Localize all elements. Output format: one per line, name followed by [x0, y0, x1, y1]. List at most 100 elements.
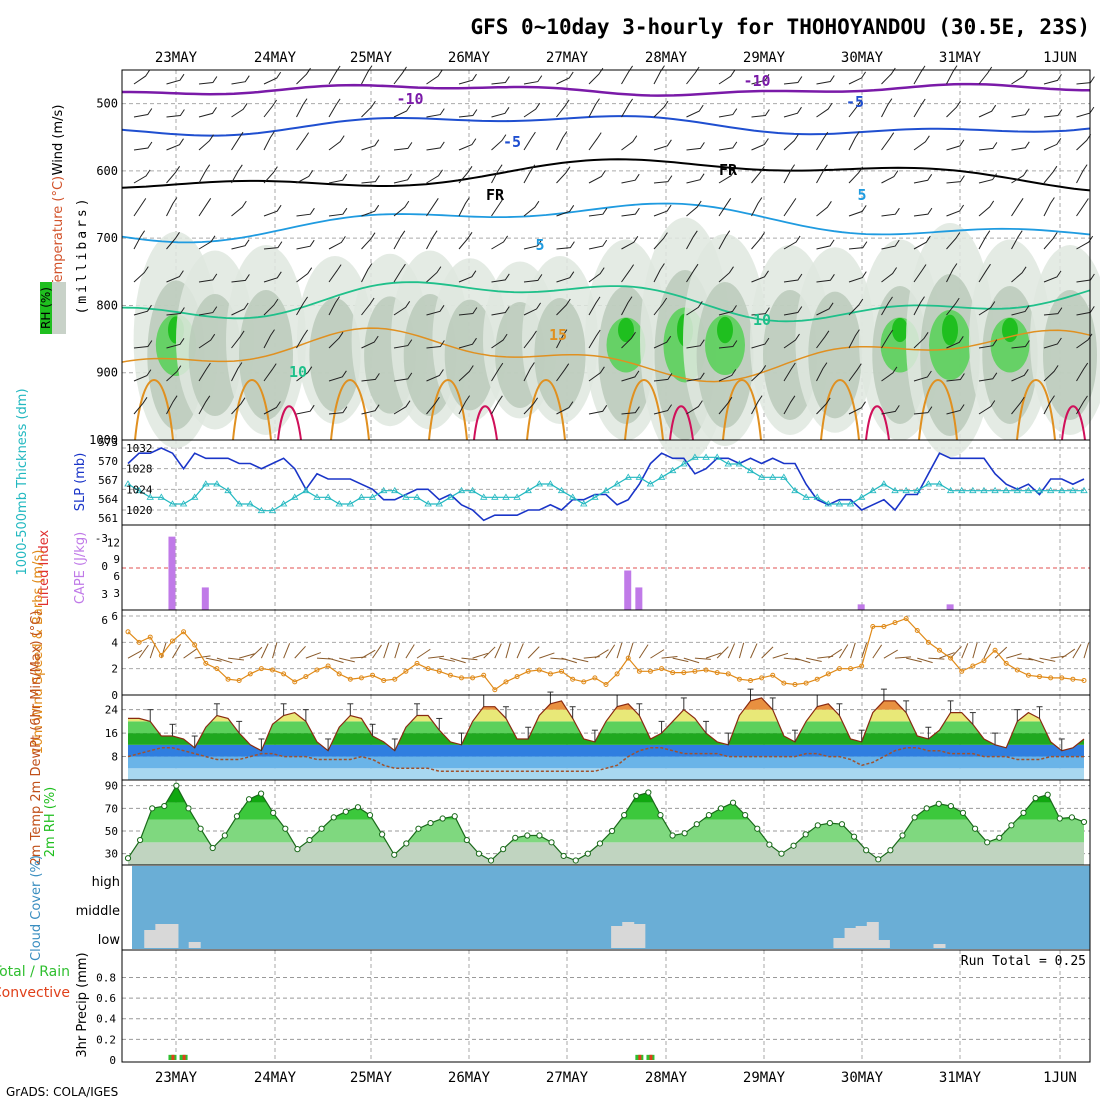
wind-barb [361, 65, 373, 85]
temp-contour [121, 202, 1091, 244]
wind10-barb [1006, 653, 1022, 659]
wind10-point [325, 663, 331, 669]
wind-barb [588, 132, 602, 151]
wind-barb [588, 207, 608, 217]
wind-barb [426, 141, 445, 151]
rh-point [693, 821, 700, 828]
low-cloud-bar [188, 942, 201, 948]
rh-point [149, 805, 156, 812]
wind-barb [133, 108, 153, 118]
temp-band [128, 709, 1084, 722]
rh-point [802, 831, 809, 838]
wind10-point [681, 670, 687, 676]
rh-point [1032, 795, 1039, 802]
wind10-point [603, 681, 609, 687]
contour-label: 10 [753, 311, 771, 329]
footer-credit: GrADS: COLA/IGES [6, 1085, 118, 1099]
rh-point [427, 819, 434, 827]
li-tick: 3 [101, 588, 108, 601]
rh-point [766, 841, 773, 848]
temp-contour-warm [473, 405, 498, 441]
rh-point [875, 856, 882, 863]
li-tick: -3 [95, 532, 108, 545]
date-label-top: 26MAY [448, 50, 491, 66]
rh-point [1080, 818, 1088, 826]
contour-label: FR [486, 186, 505, 204]
wind10-point [814, 676, 820, 682]
wind-barb [296, 207, 315, 217]
wind-barb [588, 267, 605, 283]
wind10-barb [305, 652, 322, 659]
rh-point [161, 802, 168, 810]
wind10-barb [294, 645, 306, 659]
wind-barb [621, 236, 639, 250]
wind-barb [263, 71, 282, 85]
rh-point [173, 782, 180, 789]
thickness-point [502, 493, 510, 500]
temp-contour-low [330, 379, 370, 441]
wind10-barb [539, 652, 555, 659]
rh-point [366, 812, 374, 819]
wind-barb [458, 197, 470, 217]
thickness-point [324, 493, 332, 500]
rh-shade-mid [1043, 290, 1097, 420]
wind10-point [992, 647, 998, 653]
wind10-point [192, 642, 198, 648]
temp-tick: 8 [111, 751, 118, 764]
precip-conv-bar [171, 1054, 175, 1060]
wind10-point [370, 672, 376, 678]
low-cloud-bar [866, 922, 879, 948]
wind10-point [1081, 678, 1087, 684]
wind-barb [686, 400, 703, 415]
rh-point [742, 812, 749, 819]
wind-barb [848, 99, 862, 118]
wind-barb [978, 339, 998, 349]
wind-barb [783, 273, 803, 283]
wind-barb [783, 306, 803, 316]
wind-barb [1076, 198, 1089, 217]
wind-barb [166, 365, 182, 382]
wind-barb [556, 329, 568, 349]
wind-barb [393, 66, 407, 85]
temp-contour-low [428, 379, 468, 441]
wind10-barb [928, 657, 945, 660]
wind-barb [816, 362, 828, 382]
wind-barb [751, 109, 770, 118]
rh-point [294, 846, 301, 853]
wind-barb [328, 331, 344, 349]
wind-barb [718, 169, 736, 184]
wind-barb [783, 235, 801, 250]
wind-barb [1043, 109, 1063, 118]
wind10-point [803, 680, 809, 686]
thickness-point [357, 493, 366, 500]
wind-barb [621, 135, 638, 151]
rh-point [137, 836, 144, 844]
wind-barb [621, 65, 634, 85]
wind-barb [751, 138, 769, 151]
wind-barb [881, 366, 898, 382]
labels: 23MAY 23MAY 24MAY 24MAY 25MAY 25MAY 26MAY 26MAY… [76, 50, 1077, 1086]
wind10-barb [527, 646, 540, 659]
rh-point [197, 825, 204, 832]
wind-barb [816, 397, 831, 415]
wind10-point [792, 681, 798, 687]
date-label-bottom: 1JUN [1043, 1070, 1077, 1086]
wind10-point [136, 639, 142, 645]
date-label-top: 27MAY [546, 50, 589, 66]
rh-point [342, 808, 349, 815]
wind10-barb [861, 642, 868, 659]
wind-barb [263, 99, 278, 118]
rh-point [306, 836, 313, 844]
wind10-barb [594, 649, 609, 659]
wind10-barb [672, 657, 689, 663]
temp-band [128, 733, 1084, 745]
wind10-point [748, 678, 754, 684]
thickness-point [924, 480, 933, 487]
rh-point [669, 832, 676, 839]
date-label-top: 30MAY [841, 50, 884, 66]
thickness-point [591, 493, 599, 500]
wind-barb [621, 173, 640, 184]
wind-barb [978, 400, 996, 415]
wind-barb [881, 98, 893, 118]
contour-label: 10 [289, 363, 307, 381]
